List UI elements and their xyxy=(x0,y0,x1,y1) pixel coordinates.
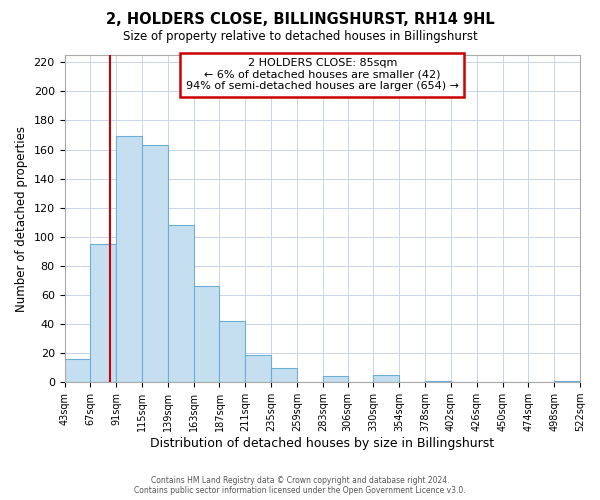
Bar xyxy=(65,359,91,382)
Bar xyxy=(142,145,168,382)
Bar xyxy=(554,381,580,382)
Text: 2 HOLDERS CLOSE: 85sqm
← 6% of detached houses are smaller (42)
94% of semi-deta: 2 HOLDERS CLOSE: 85sqm ← 6% of detached … xyxy=(186,58,459,92)
Text: Contains HM Land Registry data © Crown copyright and database right 2024.
Contai: Contains HM Land Registry data © Crown c… xyxy=(134,476,466,495)
Bar xyxy=(373,375,399,382)
Y-axis label: Number of detached properties: Number of detached properties xyxy=(15,126,28,312)
Text: Size of property relative to detached houses in Billingshurst: Size of property relative to detached ho… xyxy=(122,30,478,43)
Bar xyxy=(220,321,245,382)
Bar xyxy=(194,286,220,382)
Bar xyxy=(168,225,194,382)
Bar xyxy=(425,381,451,382)
Bar xyxy=(271,368,297,382)
Bar xyxy=(323,376,347,382)
Bar xyxy=(116,136,142,382)
Bar xyxy=(91,244,116,382)
X-axis label: Distribution of detached houses by size in Billingshurst: Distribution of detached houses by size … xyxy=(150,437,494,450)
Bar xyxy=(245,354,271,382)
Text: 2, HOLDERS CLOSE, BILLINGSHURST, RH14 9HL: 2, HOLDERS CLOSE, BILLINGSHURST, RH14 9H… xyxy=(106,12,494,28)
